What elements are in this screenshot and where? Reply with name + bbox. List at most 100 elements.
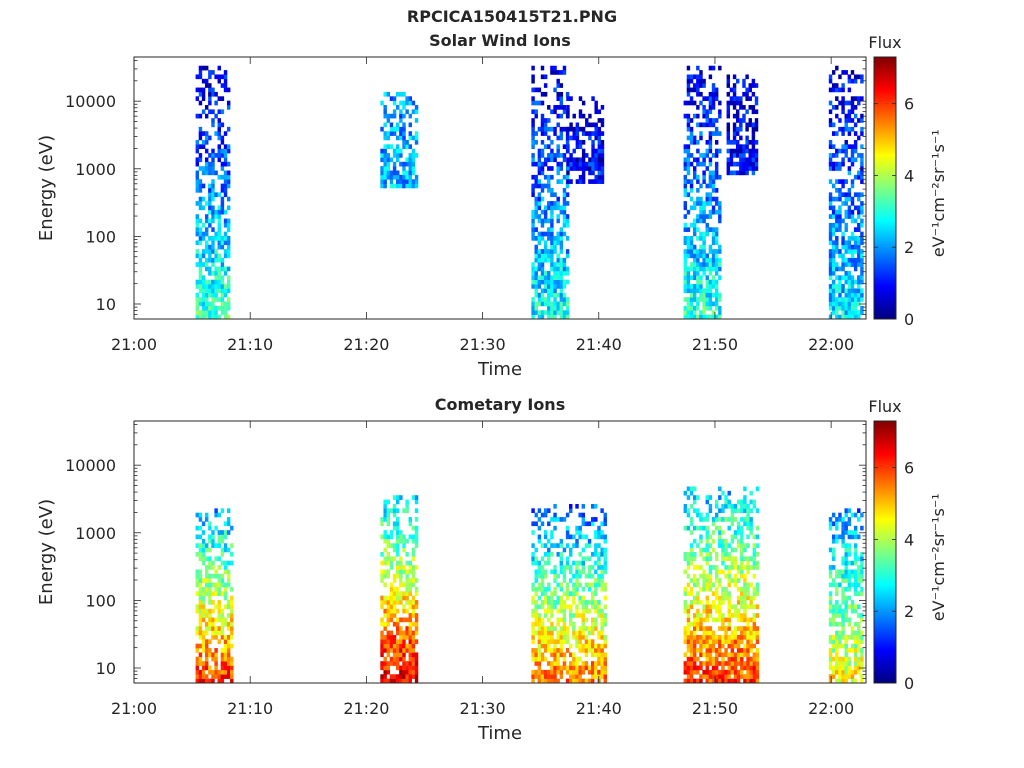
- flux-cell: [544, 310, 547, 315]
- flux-cell: [579, 162, 582, 167]
- flux-cell: [196, 657, 199, 662]
- flux-cell: [202, 288, 205, 293]
- flux-cell: [399, 591, 402, 596]
- flux-cell: [728, 600, 731, 605]
- flux-cell: [224, 162, 227, 167]
- flux-cell: [582, 661, 585, 666]
- flux-cell: [699, 162, 702, 167]
- flux-cell: [199, 236, 202, 241]
- flux-cell: [399, 535, 402, 540]
- flux-cell: [718, 600, 721, 605]
- flux-cell: [214, 661, 217, 666]
- flux-cell: [412, 583, 415, 588]
- flux-cell: [547, 644, 550, 649]
- flux-cell: [721, 644, 724, 649]
- flux-cell: [211, 297, 214, 302]
- flux-cell: [563, 661, 566, 666]
- flux-cell: [531, 144, 534, 149]
- x-tick-label: 21:00: [111, 335, 157, 354]
- flux-cell: [702, 604, 705, 609]
- flux-cell: [832, 70, 835, 75]
- flux-cell: [712, 670, 715, 675]
- flux-cell: [699, 574, 702, 579]
- flux-cell: [745, 144, 748, 149]
- flux-cell: [734, 652, 737, 657]
- flux-cell: [715, 197, 718, 202]
- flux-cell: [582, 600, 585, 605]
- flux-cell: [712, 635, 715, 640]
- flux-cell: [854, 140, 857, 145]
- flux-cell: [706, 254, 709, 259]
- flux-cell: [851, 600, 854, 605]
- flux-cell: [739, 149, 742, 154]
- flux-cell: [221, 666, 224, 671]
- flux-cell: [227, 284, 230, 289]
- flux-cell: [749, 162, 752, 167]
- flux-cell: [387, 561, 390, 566]
- flux-cell: [597, 604, 600, 609]
- flux-cell: [575, 644, 578, 649]
- flux-cell: [415, 539, 418, 544]
- flux-cell: [196, 306, 199, 311]
- flux-cell: [693, 618, 696, 623]
- flux-cell: [224, 648, 227, 653]
- flux-cell: [690, 275, 693, 280]
- flux-cell: [538, 302, 541, 307]
- flux-cell: [727, 74, 730, 79]
- flux-cell: [718, 526, 721, 531]
- flux-cell: [857, 171, 860, 176]
- flux-cell: [566, 635, 569, 640]
- flux-cell: [854, 114, 857, 119]
- flux-cell: [851, 561, 854, 566]
- flux-cell: [745, 109, 748, 114]
- flux-cell: [845, 114, 848, 119]
- flux-cell: [214, 214, 217, 219]
- flux-cell: [380, 171, 383, 176]
- flux-cell: [857, 258, 860, 263]
- flux-cell: [601, 157, 604, 162]
- flux-cell: [211, 657, 214, 662]
- flux-cell: [396, 149, 399, 154]
- flux-cell: [731, 666, 734, 671]
- flux-cell: [563, 66, 566, 71]
- flux-cell: [687, 240, 690, 245]
- flux-cell: [221, 552, 224, 557]
- flux-cell: [690, 262, 693, 267]
- flux-cell: [724, 674, 727, 679]
- flux-cell: [208, 136, 211, 141]
- flux-cell: [578, 574, 581, 579]
- flux-cell: [727, 157, 730, 162]
- flux-cell: [575, 635, 578, 640]
- flux-cell: [841, 262, 844, 267]
- flux-cell: [733, 171, 736, 176]
- flux-cell: [396, 530, 399, 535]
- flux-cell: [838, 275, 841, 280]
- flux-cell: [755, 157, 758, 162]
- flux-cell: [715, 284, 718, 289]
- flux-cell: [387, 517, 390, 522]
- flux-cell: [687, 565, 690, 570]
- flux-cell: [740, 591, 743, 596]
- flux-cell: [591, 622, 594, 627]
- flux-cell: [731, 657, 734, 662]
- flux-cell: [211, 535, 214, 540]
- flux-cell: [214, 153, 217, 158]
- flux-cell: [727, 114, 730, 119]
- solar-wind-spectrogram: 1010010001000021:00 21:10 21:20 21:30 21:40 2…: [36, 33, 948, 380]
- flux-cell: [582, 131, 585, 136]
- flux-cell: [693, 583, 696, 588]
- flux-cell: [393, 661, 396, 666]
- flux-cell: [538, 583, 541, 588]
- flux-cell: [550, 149, 553, 154]
- flux-cell: [690, 543, 693, 548]
- flux-cell: [709, 175, 712, 180]
- flux-cell: [851, 609, 854, 614]
- flux-cell: [560, 302, 563, 307]
- flux-cell: [848, 171, 851, 176]
- flux-cell: [832, 310, 835, 315]
- flux-cell: [405, 140, 408, 145]
- flux-cell: [835, 288, 838, 293]
- flux-cell: [739, 171, 742, 176]
- flux-cell: [409, 644, 412, 649]
- flux-cell: [756, 561, 759, 566]
